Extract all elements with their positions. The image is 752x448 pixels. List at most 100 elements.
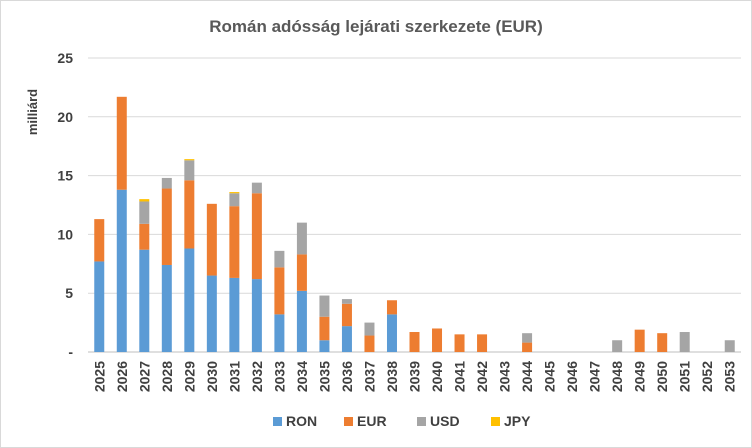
x-tick-label: 2035 bbox=[316, 361, 332, 392]
y-axis-label: milliárd bbox=[25, 89, 40, 135]
x-tick-label: 2039 bbox=[407, 361, 423, 392]
bar-segment-usd bbox=[184, 160, 195, 181]
bar-segment-jpy bbox=[139, 199, 150, 202]
bar-segment-ron bbox=[116, 189, 127, 352]
x-tick-label: 2051 bbox=[677, 361, 693, 392]
bar-segment-eur bbox=[477, 334, 488, 352]
legend-swatch-ron bbox=[273, 417, 282, 426]
bar-segment-usd bbox=[161, 177, 172, 189]
bar-segment-eur bbox=[206, 203, 217, 276]
bar-segment-eur bbox=[386, 300, 397, 315]
bar-segment-usd bbox=[679, 332, 690, 352]
bar-segment-usd bbox=[319, 295, 330, 317]
bar-segment-eur bbox=[522, 342, 533, 352]
bar-segment-ron bbox=[319, 340, 330, 352]
legend-label-eur: EUR bbox=[357, 413, 387, 429]
bar-segment-eur bbox=[274, 267, 285, 315]
y-tick-label: 15 bbox=[57, 168, 73, 184]
x-tick-label: 2046 bbox=[564, 361, 580, 392]
x-tick-label: 2043 bbox=[497, 361, 513, 392]
bar-segment-eur bbox=[409, 332, 420, 352]
bar-segment-jpy bbox=[229, 192, 240, 194]
x-tick-label: 2032 bbox=[249, 361, 265, 392]
bar-segment-eur bbox=[319, 316, 330, 341]
x-tick-label: 2049 bbox=[632, 361, 648, 392]
bar-segment-ron bbox=[206, 275, 217, 352]
bar-segment-usd bbox=[139, 201, 150, 224]
bar-segment-eur bbox=[116, 96, 127, 190]
x-tick-label: 2053 bbox=[722, 361, 738, 392]
bar-segment-eur bbox=[432, 328, 443, 352]
bar-segment-eur bbox=[657, 333, 668, 352]
bar-segment-ron bbox=[139, 249, 150, 352]
x-tick-label: 2042 bbox=[474, 361, 490, 392]
x-tick-labels: 2025 2026 2027 2028 2029 2030 2031 2032 2033 2034… bbox=[91, 361, 737, 392]
gridlines bbox=[88, 57, 741, 353]
y-tick-label: 10 bbox=[57, 226, 73, 242]
bar-segment-ron bbox=[229, 277, 240, 352]
legend-label-jpy: JPY bbox=[504, 413, 531, 429]
bar-segment-eur bbox=[161, 188, 172, 265]
x-tick-label: 2047 bbox=[587, 361, 603, 392]
bar-segment-eur bbox=[364, 335, 375, 352]
x-tick-label: 2026 bbox=[114, 361, 130, 392]
bar-segment-jpy bbox=[184, 159, 195, 161]
legend: RON EUR USD JPY bbox=[273, 413, 531, 429]
x-tick-label: 2031 bbox=[226, 361, 242, 392]
x-tick-label: 2050 bbox=[654, 361, 670, 392]
bar-segment-ron bbox=[161, 264, 172, 352]
x-tick-label: 2052 bbox=[699, 361, 715, 392]
legend-swatch-jpy bbox=[491, 417, 500, 426]
bar-segment-usd bbox=[274, 250, 285, 268]
x-tick-label: 2028 bbox=[159, 361, 175, 392]
bar-segment-usd bbox=[229, 193, 240, 207]
bar-segment-usd bbox=[612, 340, 623, 352]
bar-segment-eur bbox=[184, 180, 195, 249]
bar-segment-ron bbox=[184, 248, 195, 352]
y-tick-label: - bbox=[68, 344, 73, 360]
x-tick-label: 2040 bbox=[429, 361, 445, 392]
x-tick-label: 2034 bbox=[294, 361, 310, 392]
legend-swatch-eur bbox=[344, 417, 353, 426]
bar-segment-usd bbox=[724, 340, 735, 352]
bar-segment-ron bbox=[94, 261, 105, 352]
x-tick-label: 2025 bbox=[91, 361, 107, 392]
bar-segment-ron bbox=[386, 314, 397, 352]
legend-label-ron: RON bbox=[286, 413, 317, 429]
chart-title: Román adósság lejárati szerkezete (EUR) bbox=[209, 17, 543, 36]
bar-segment-usd bbox=[251, 182, 262, 194]
bar-segment-eur bbox=[94, 219, 105, 262]
bar-segment-eur bbox=[251, 193, 262, 280]
x-tick-label: 2027 bbox=[136, 361, 152, 392]
x-tick-label: 2041 bbox=[452, 361, 468, 392]
y-tick-label: 25 bbox=[57, 50, 73, 66]
bar-segment-eur bbox=[634, 329, 645, 352]
x-tick-label: 2036 bbox=[339, 361, 355, 392]
bars bbox=[94, 96, 735, 352]
x-tick-label: 2037 bbox=[361, 361, 377, 392]
bar-segment-ron bbox=[296, 290, 307, 352]
legend-swatch-usd bbox=[417, 417, 426, 426]
x-tick-label: 2029 bbox=[181, 361, 197, 392]
bar-segment-usd bbox=[341, 299, 352, 304]
bar-segment-eur bbox=[139, 223, 150, 250]
y-tick-label: 5 bbox=[65, 285, 73, 301]
x-tick-label: 2038 bbox=[384, 361, 400, 392]
bar-segment-eur bbox=[341, 303, 352, 327]
y-tick-label: 20 bbox=[57, 109, 73, 125]
bar-segment-usd bbox=[296, 222, 307, 255]
legend-label-usd: USD bbox=[430, 413, 460, 429]
bar-segment-eur bbox=[454, 334, 465, 352]
bar-segment-ron bbox=[341, 326, 352, 352]
bar-segment-usd bbox=[522, 333, 533, 343]
x-tick-label: 2045 bbox=[542, 361, 558, 392]
x-tick-label: 2033 bbox=[271, 361, 287, 392]
y-tick-labels: - 5 10 15 20 25 bbox=[57, 50, 73, 360]
bar-segment-eur bbox=[296, 254, 307, 291]
x-tick-label: 2048 bbox=[609, 361, 625, 392]
bar-segment-eur bbox=[229, 206, 240, 278]
bar-segment-ron bbox=[251, 279, 262, 352]
bar-segment-ron bbox=[274, 314, 285, 352]
